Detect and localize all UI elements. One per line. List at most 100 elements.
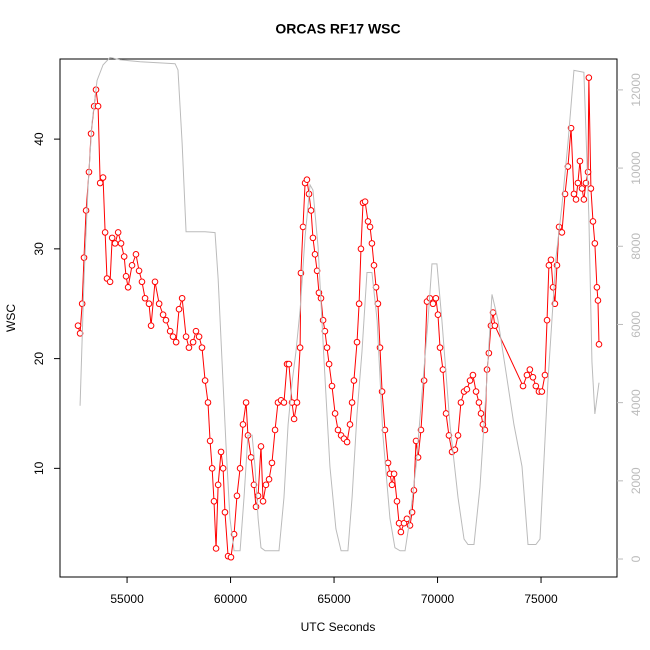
data-point <box>538 388 546 395</box>
x-axis-label: UTC Seconds <box>301 620 376 634</box>
data-point <box>141 294 149 302</box>
data-point <box>313 267 321 275</box>
data-point <box>348 399 356 406</box>
data-point <box>361 198 369 205</box>
data-point <box>259 497 267 505</box>
data-point <box>268 459 276 467</box>
data-point <box>265 476 273 483</box>
data-point <box>400 519 408 527</box>
data-point <box>128 262 136 269</box>
data-point <box>192 327 200 335</box>
data-point <box>479 421 487 428</box>
data-point <box>353 338 361 346</box>
data-point <box>230 530 238 538</box>
data-line <box>77 77 600 558</box>
data-point <box>463 386 471 393</box>
data-point <box>145 300 153 308</box>
data-point <box>74 322 82 329</box>
y2-tick-label: 10000 <box>629 151 643 185</box>
data-point <box>135 267 143 275</box>
data-point <box>519 382 527 390</box>
data-point <box>529 373 537 381</box>
data-point <box>189 338 197 346</box>
data-point <box>111 240 119 247</box>
data-point <box>212 545 220 552</box>
data-point <box>558 229 566 236</box>
data-point <box>221 508 229 516</box>
data-point <box>366 223 374 231</box>
chart-title: ORCAS RF17 WSC <box>275 21 400 37</box>
data-point <box>325 360 333 368</box>
data-point <box>309 234 317 242</box>
data-point <box>357 245 365 253</box>
data-point <box>591 240 599 247</box>
data-point <box>323 344 331 351</box>
data-point <box>355 300 363 308</box>
data-line <box>79 56 600 552</box>
data-point <box>185 344 193 351</box>
plot-frame <box>59 58 618 578</box>
data-point <box>390 470 398 478</box>
data-point <box>364 218 372 225</box>
data-point <box>331 410 339 417</box>
data-point <box>271 426 279 434</box>
data-point <box>403 515 411 523</box>
y2-tick-label: 2000 <box>629 467 643 494</box>
data-point <box>280 399 288 406</box>
data-point <box>262 481 270 489</box>
data-point <box>214 481 222 489</box>
data-point <box>303 176 311 184</box>
data-point <box>236 465 244 472</box>
data-point <box>457 399 465 406</box>
data-point <box>290 415 298 423</box>
x-tick-label: 65000 <box>317 592 351 606</box>
data-point <box>120 253 128 260</box>
y2-tick-label: 8000 <box>629 233 643 260</box>
data-point <box>76 330 84 337</box>
data-point <box>239 421 247 428</box>
data-point <box>388 481 396 489</box>
data-point <box>159 311 167 319</box>
data-point <box>481 426 489 434</box>
data-point <box>580 196 588 203</box>
data-point <box>204 399 212 406</box>
data-point <box>469 371 477 379</box>
data-point <box>114 229 122 236</box>
data-point <box>162 316 170 324</box>
data-point <box>350 377 358 384</box>
data-point <box>543 316 551 324</box>
data-point <box>169 333 177 340</box>
data-point <box>393 497 401 505</box>
data-point <box>94 102 102 110</box>
data-point <box>578 185 586 192</box>
data-point <box>227 553 235 561</box>
data-point <box>572 196 580 203</box>
data-point <box>475 399 483 406</box>
data-point <box>523 371 531 379</box>
data-point <box>108 234 116 242</box>
data-point <box>122 272 130 280</box>
y-tick-label: 20 <box>32 352 46 366</box>
data-point <box>532 382 540 390</box>
data-point <box>307 207 315 214</box>
y2-tick-label: 12000 <box>629 73 643 107</box>
data-point <box>442 410 450 417</box>
data-point <box>319 316 327 324</box>
data-point <box>155 300 163 308</box>
y2-tick-label: 4000 <box>629 389 643 416</box>
data-point <box>593 283 601 291</box>
data-point <box>233 492 241 500</box>
data-point <box>82 207 90 214</box>
data-point <box>368 240 376 247</box>
data-point <box>384 459 392 467</box>
x-tick-label: 70000 <box>421 592 455 606</box>
data-point <box>208 465 216 472</box>
data-point <box>219 465 227 472</box>
data-point <box>445 432 453 439</box>
data-point <box>99 174 107 181</box>
y2-tick-label: 6000 <box>629 311 643 338</box>
data-point <box>594 297 602 304</box>
data-point <box>195 333 203 340</box>
data-point <box>466 377 474 384</box>
